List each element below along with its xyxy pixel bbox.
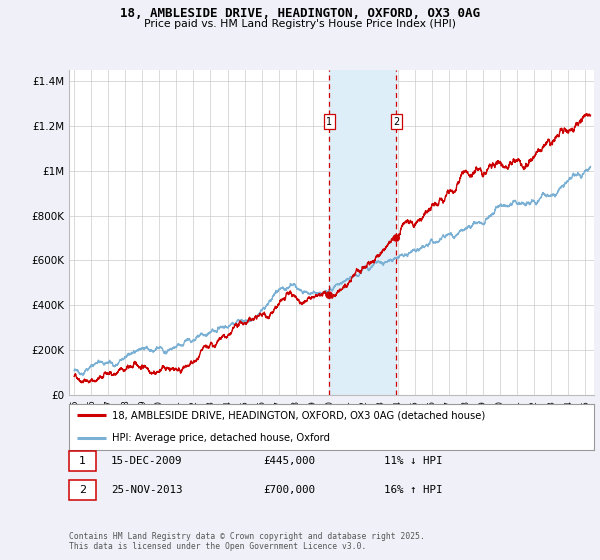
Text: Price paid vs. HM Land Registry's House Price Index (HPI): Price paid vs. HM Land Registry's House … — [144, 19, 456, 29]
Point — [325, 291, 334, 300]
FancyBboxPatch shape — [69, 451, 96, 471]
Text: 2: 2 — [79, 485, 86, 495]
Text: 18, AMBLESIDE DRIVE, HEADINGTON, OXFORD, OX3 0AG (detached house): 18, AMBLESIDE DRIVE, HEADINGTON, OXFORD,… — [112, 410, 485, 420]
Text: Contains HM Land Registry data © Crown copyright and database right 2025.
This d: Contains HM Land Registry data © Crown c… — [69, 532, 425, 552]
Text: 1: 1 — [79, 456, 86, 466]
Bar — [329, 70, 396, 395]
Text: HPI: Average price, detached house, Oxford: HPI: Average price, detached house, Oxfo… — [112, 433, 330, 443]
Text: £445,000: £445,000 — [263, 456, 315, 466]
Text: £700,000: £700,000 — [263, 485, 315, 495]
Text: 18, AMBLESIDE DRIVE, HEADINGTON, OXFORD, OX3 0AG: 18, AMBLESIDE DRIVE, HEADINGTON, OXFORD,… — [120, 7, 480, 20]
Text: 11% ↓ HPI: 11% ↓ HPI — [384, 456, 443, 466]
Text: 1: 1 — [326, 116, 332, 127]
Text: 25-NOV-2013: 25-NOV-2013 — [111, 485, 182, 495]
Text: 15-DEC-2009: 15-DEC-2009 — [111, 456, 182, 466]
Text: 2: 2 — [393, 116, 400, 127]
Point — [391, 234, 401, 242]
Text: 16% ↑ HPI: 16% ↑ HPI — [384, 485, 443, 495]
FancyBboxPatch shape — [69, 480, 96, 500]
